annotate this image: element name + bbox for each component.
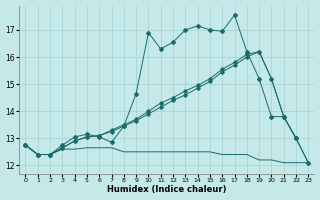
- X-axis label: Humidex (Indice chaleur): Humidex (Indice chaleur): [107, 185, 227, 194]
